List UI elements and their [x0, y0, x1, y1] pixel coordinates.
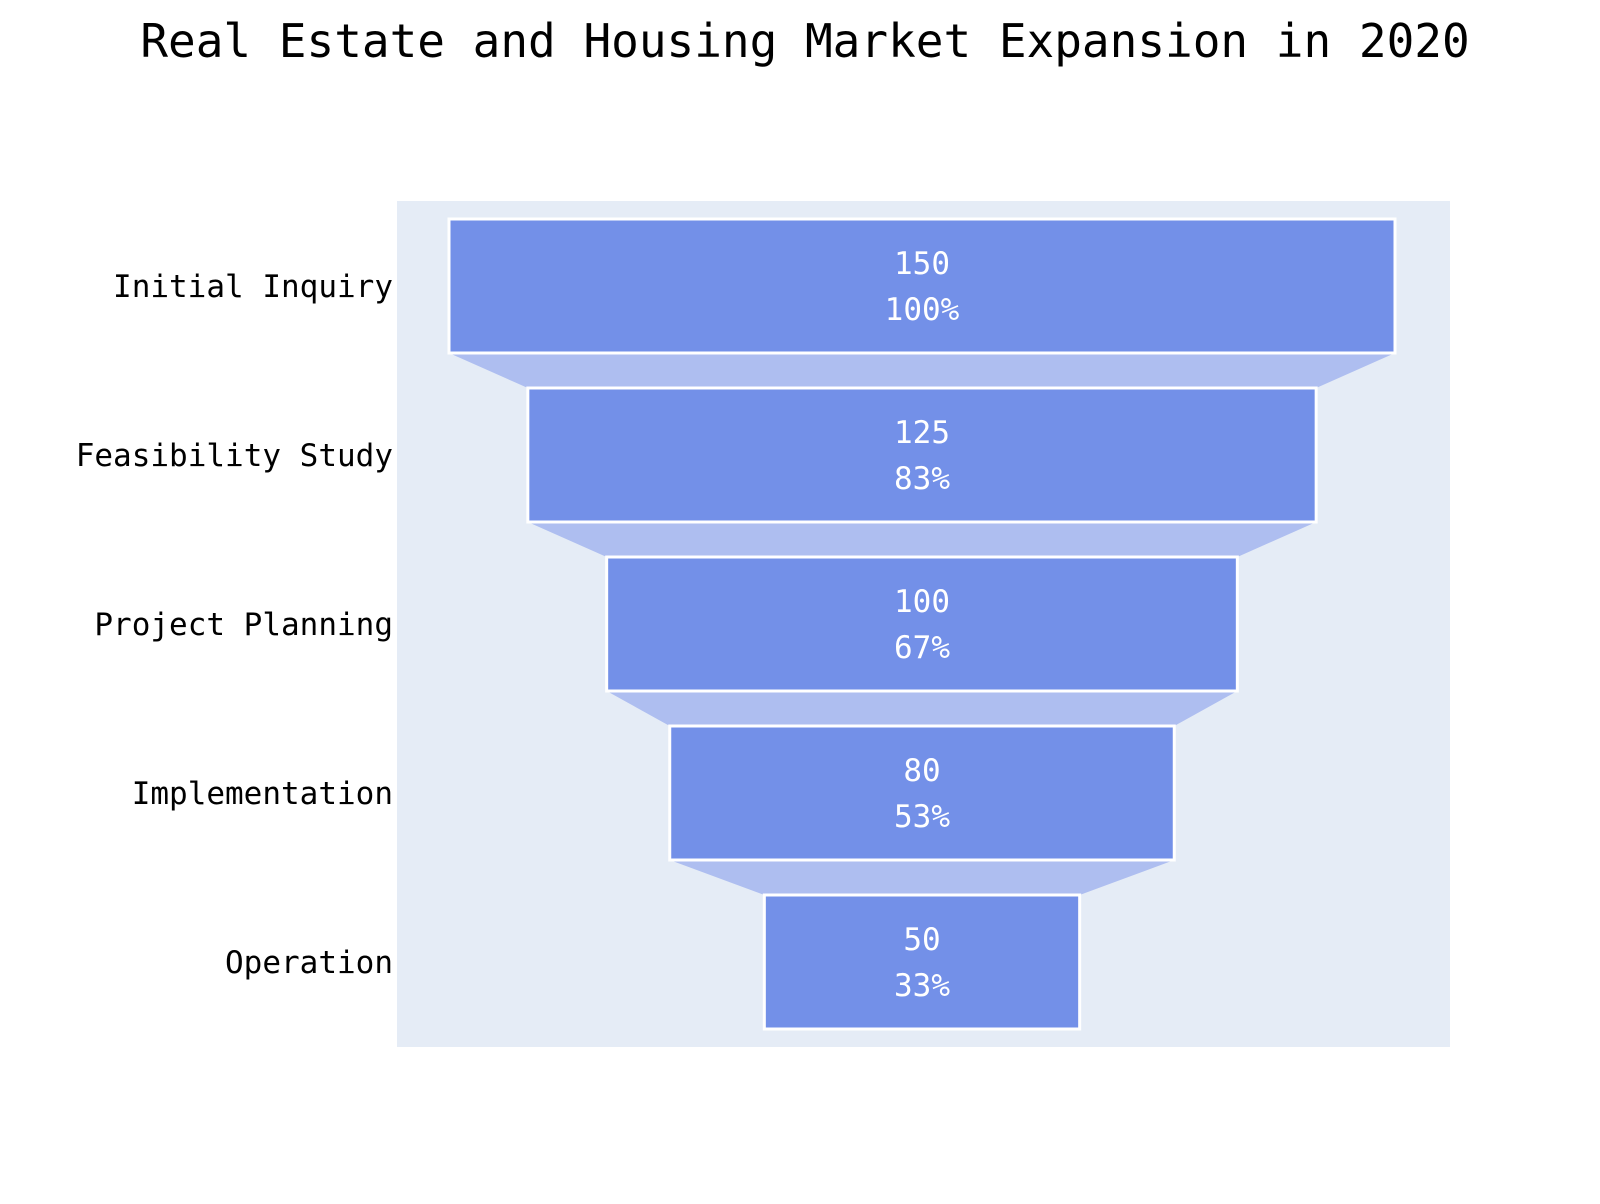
funnel-bar-implementation — [668, 724, 1176, 862]
funnel-bar-initial-inquiry — [447, 217, 1397, 355]
funnel-bars: 150 100% 125 83% 100 67% 80 53% 50 33% — [447, 217, 1397, 1031]
bar-value-label-initial-inquiry: 150 — [894, 246, 950, 282]
stage-label-operation: Operation — [225, 945, 393, 981]
funnel-bar-project-planning — [605, 555, 1239, 693]
funnel-bar-operation — [762, 893, 1082, 1031]
bar-value-label-implementation: 80 — [903, 753, 940, 789]
funnel-connector-1 — [449, 353, 1395, 388]
bar-value-label-project-planning: 100 — [894, 584, 950, 620]
bar-percent-label-operation: 33% — [894, 968, 950, 1004]
funnel-connector-2 — [527, 522, 1317, 557]
stage-label-initial-inquiry: Initial Inquiry — [113, 269, 393, 305]
bar-value-label-feasibility-study: 125 — [894, 415, 950, 451]
stage-label-project-planning: Project Planning — [94, 607, 393, 643]
bar-percent-label-implementation: 53% — [894, 799, 950, 835]
bar-value-label-operation: 50 — [903, 922, 940, 958]
funnel-connectors — [449, 353, 1395, 895]
chart-title: Real Estate and Housing Market Expansion… — [140, 14, 1469, 68]
stage-label-implementation: Implementation — [132, 776, 393, 812]
bar-percent-label-project-planning: 67% — [894, 630, 950, 666]
bar-percent-label-initial-inquiry: 100% — [885, 292, 960, 328]
funnel-bar-feasibility-study — [526, 386, 1318, 524]
funnel-connector-4 — [669, 860, 1175, 895]
stage-labels: Initial Inquiry Feasibility Study Project … — [76, 269, 393, 981]
funnel-connector-3 — [606, 691, 1238, 726]
stage-label-feasibility-study: Feasibility Study — [76, 438, 393, 474]
bar-percent-label-feasibility-study: 83% — [894, 461, 950, 497]
